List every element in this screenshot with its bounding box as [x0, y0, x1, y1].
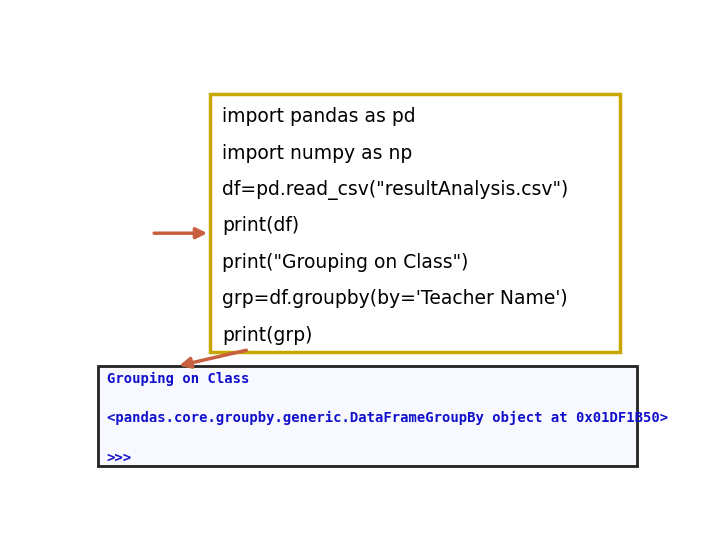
- Text: print("Grouping on Class"): print("Grouping on Class"): [222, 253, 469, 272]
- Text: print(df): print(df): [222, 217, 300, 235]
- Text: print(grp): print(grp): [222, 326, 312, 345]
- FancyBboxPatch shape: [210, 94, 620, 352]
- Text: >>>: >>>: [107, 451, 132, 465]
- FancyBboxPatch shape: [99, 366, 637, 466]
- Text: grp=df.groupby(by='Teacher Name'): grp=df.groupby(by='Teacher Name'): [222, 289, 568, 308]
- Text: df=pd.read_csv("resultAnalysis.csv"): df=pd.read_csv("resultAnalysis.csv"): [222, 179, 569, 200]
- Text: import pandas as pd: import pandas as pd: [222, 107, 416, 126]
- Text: import numpy as np: import numpy as np: [222, 144, 413, 163]
- Text: <pandas.core.groupby.generic.DataFrameGroupBy object at 0x01DF1B50>: <pandas.core.groupby.generic.DataFrameGr…: [107, 411, 668, 426]
- Text: Grouping on Class: Grouping on Class: [107, 372, 249, 386]
